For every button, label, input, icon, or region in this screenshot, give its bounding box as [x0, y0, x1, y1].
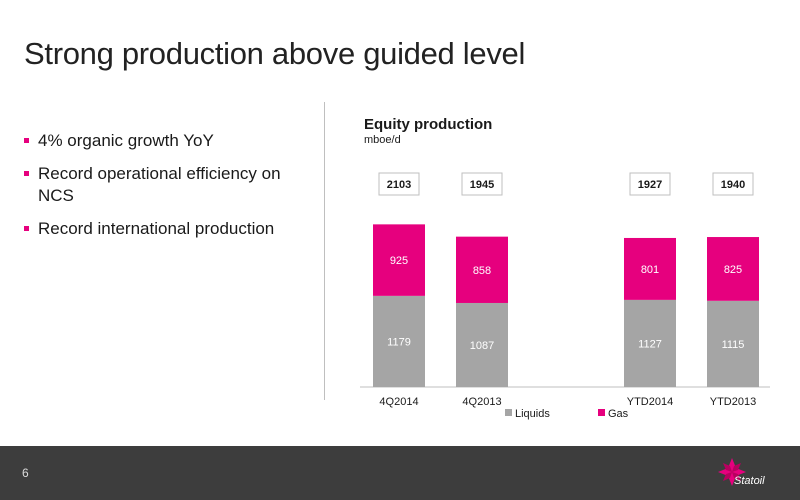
- bullet-item: Record operational efficiency on NCS: [24, 163, 314, 207]
- legend-label-gas: Gas: [608, 408, 629, 420]
- data-label-gas: 825: [724, 264, 742, 276]
- equity-production-chart: 1179 925 2103 4Q2014 1087 858 1945 4Q2013 1127 80…: [360, 172, 770, 420]
- data-label-gas: 801: [641, 264, 659, 276]
- page-number: 6: [22, 466, 29, 480]
- total-label: 1927: [638, 179, 662, 191]
- total-box: [461, 172, 503, 196]
- footer-bar: 6 Statoil: [0, 446, 800, 500]
- bar-gas-4Q2014: [373, 224, 425, 296]
- data-label-liquids: 1115: [722, 339, 745, 351]
- category-label: 4Q2013: [462, 396, 501, 408]
- category-label: 4Q2014: [379, 396, 418, 408]
- chart-title: Equity production: [364, 116, 493, 133]
- data-label-liquids: 1127: [638, 338, 662, 350]
- chart-unit: mboe/d: [364, 134, 401, 146]
- bullet-marker: [24, 226, 29, 231]
- bullet-item: Record international production: [24, 218, 314, 240]
- total-box: [712, 172, 754, 196]
- total-label: 1940: [721, 179, 745, 191]
- legend-label-liquids: Liquids: [515, 408, 550, 420]
- page-title: Strong production above guided level: [24, 36, 526, 71]
- bullet-text: Record operational efficiency on NCS: [38, 164, 281, 205]
- total-label: 1945: [470, 179, 494, 191]
- bar-gas-YTD2013: [707, 237, 759, 301]
- bar-gas-YTD2014: [624, 237, 676, 300]
- data-label-gas: 858: [473, 265, 491, 277]
- total-box: [629, 172, 671, 196]
- category-label: YTD2013: [710, 396, 756, 408]
- data-label-gas: 925: [390, 255, 408, 267]
- bullet-marker: [24, 171, 29, 176]
- bullet-text: Record international production: [38, 219, 275, 238]
- data-label-liquids: 1179: [387, 336, 411, 348]
- statoil-logo-icon: [718, 458, 746, 486]
- bar-liquids-4Q2014: [373, 295, 425, 387]
- bullet-marker: [24, 138, 29, 143]
- bullet-text: 4% organic growth YoY: [38, 131, 214, 150]
- bullet-list: 4% organic growth YoY Record operational…: [24, 130, 314, 251]
- category-label: YTD2014: [627, 396, 673, 408]
- section-divider: [324, 102, 325, 400]
- total-label: 2103: [387, 179, 411, 191]
- bar-liquids-YTD2014: [624, 299, 676, 387]
- total-box: [378, 172, 420, 196]
- bar-liquids-4Q2013: [456, 302, 508, 387]
- bar-liquids-YTD2013: [707, 300, 759, 387]
- logo-text: Statoil: [734, 475, 765, 487]
- legend-swatch-gas: [598, 409, 605, 416]
- bullet-item: 4% organic growth YoY: [24, 130, 314, 152]
- legend-swatch-liquids: [505, 409, 512, 416]
- data-label-liquids: 1087: [470, 340, 494, 352]
- bar-gas-4Q2013: [456, 236, 508, 303]
